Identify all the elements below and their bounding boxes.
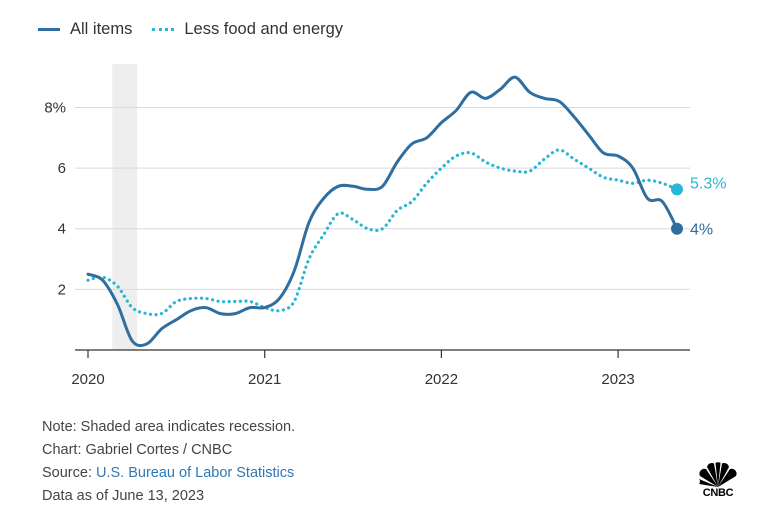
chart-legend: All items Less food and energy — [38, 20, 343, 39]
x-tick-label-2021: 2021 — [248, 371, 281, 388]
peacock-icon — [699, 462, 737, 487]
y-tick-label-2: 2 — [58, 281, 66, 298]
chart-notes: Note: Shaded area indicates recession. C… — [42, 416, 295, 508]
legend-item-less-food-energy: Less food and energy — [152, 20, 343, 39]
legend-swatch-solid — [38, 28, 60, 31]
logo-wordmark: CNBC — [702, 487, 734, 499]
series-end-label-less-food-energy: 5.3% — [690, 175, 726, 192]
note-recession: Note: Shaded area indicates recession. — [42, 419, 296, 435]
source-line: Source: U.S. Bureau of Labor Statistics — [42, 462, 295, 485]
source-prefix: Source: — [42, 465, 96, 481]
data-as-of: Data as of June 13, 2023 — [42, 488, 205, 504]
y-tick-label-8: 8% — [44, 99, 66, 116]
legend-item-all-items: All items — [38, 20, 132, 39]
source-link[interactable]: U.S. Bureau of Labor Statistics — [96, 465, 295, 481]
series-end-point-less-food-energy — [671, 183, 683, 196]
cnbc-logo: CNBC — [694, 462, 742, 510]
recession-shading — [112, 64, 138, 350]
line-chart: 2 4 6 8% 2020 2021 2022 2023 5.3% 4% — [44, 64, 726, 388]
chart-credit: Chart: Gabriel Cortes / CNBC — [42, 442, 233, 458]
legend-label-all-items: All items — [70, 20, 133, 38]
y-tick-label-4: 4 — [58, 221, 66, 238]
y-tick-label-6: 6 — [58, 160, 66, 177]
x-tick-label-2020: 2020 — [71, 371, 104, 388]
series-line-less-food-energy — [86, 148, 679, 317]
series-end-point-all-items — [671, 222, 683, 235]
legend-swatch-dotted — [152, 28, 175, 31]
legend-label-less-food-energy: Less food and energy — [184, 20, 344, 38]
series-line-all-items — [86, 75, 679, 348]
series-end-label-all-items: 4% — [690, 222, 713, 239]
x-tick-label-2023: 2023 — [601, 371, 634, 388]
x-tick-label-2022: 2022 — [425, 371, 458, 388]
